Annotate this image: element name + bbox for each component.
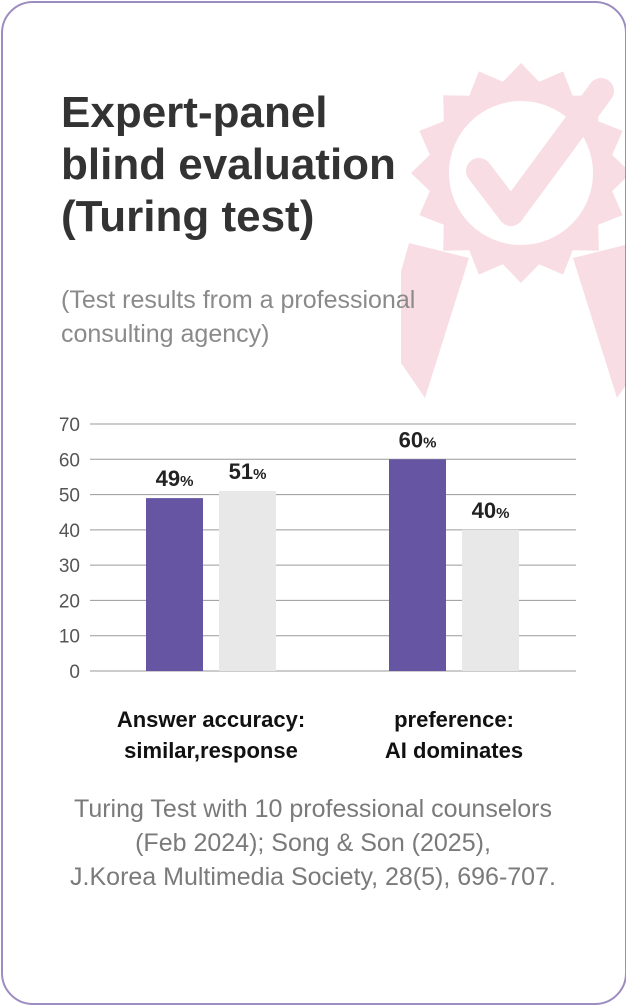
bar-value-label: 40% — [472, 498, 510, 523]
title-line-2: blind evaluation — [61, 140, 396, 189]
subtitle-line-2: consulting agency) — [61, 320, 270, 348]
y-tick-label: 60 — [59, 450, 80, 471]
source-footnote: Turing Test with 10 professional counsel… — [0, 792, 626, 894]
y-tick-label: 10 — [59, 627, 80, 648]
category-label: preference: — [394, 707, 514, 732]
badge-ribbon-left — [401, 243, 469, 398]
bar — [389, 459, 446, 671]
footnote-line-1: Turing Test with 10 professional counsel… — [73, 795, 553, 823]
title-line-1: Expert-panel — [61, 88, 328, 137]
badge-ribbon-right — [573, 245, 625, 398]
bar-value-label: 60% — [399, 427, 437, 452]
y-tick-label: 40 — [59, 521, 80, 542]
category-label: similar,response — [124, 738, 298, 763]
category-label: AI dominates — [385, 738, 523, 763]
bar — [146, 498, 203, 671]
y-tick-label: 50 — [59, 486, 80, 507]
footnote-line-3: J.Korea Multimedia Society, 28(5), 696-7… — [70, 863, 556, 891]
y-tick-label: 30 — [59, 556, 80, 577]
title-line-3: (Turing test) — [61, 192, 315, 241]
y-tick-label: 70 — [59, 415, 80, 436]
y-tick-label: 20 — [59, 591, 80, 612]
bar-chart: 0 10 20 30 40 50 60 70 49% 51% Answer accuracy: sim… — [59, 415, 576, 763]
bar-value-label: 51% — [229, 459, 267, 484]
chart-subtitle: (Test results from a professional consul… — [61, 283, 501, 351]
bar-value-label: 49% — [156, 466, 194, 491]
subtitle-line-1: (Test results from a professional — [61, 286, 416, 314]
footnote-line-2: (Feb 2024); Song & Son (2025), — [135, 829, 491, 857]
chart-title: Expert-panel blind evaluation (Turing te… — [61, 87, 481, 243]
category-label: Answer accuracy: — [117, 707, 305, 732]
badge-checkmark — [466, 78, 614, 226]
bar — [219, 491, 276, 671]
bar — [462, 529, 519, 671]
checkmark-award-ribbon-icon — [401, 63, 625, 398]
y-tick-label: 0 — [69, 662, 80, 683]
